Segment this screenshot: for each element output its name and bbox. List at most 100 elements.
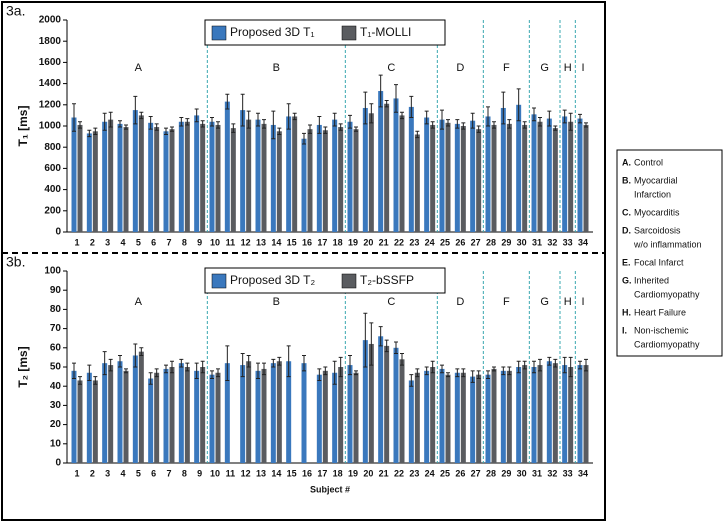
bar [460,126,466,232]
group-label: H [564,296,572,308]
bar [414,134,420,232]
key-text: Infarction [634,189,671,199]
x-tick-label: 21 [379,468,389,478]
error-bar [308,124,312,134]
x-tick-label: 7 [166,237,171,247]
bar [562,116,568,232]
error-bar [302,132,306,145]
error-bar [139,347,144,356]
x-tick-label: 1 [74,468,79,478]
x-tick-label: 22 [394,237,404,247]
error-bar [87,364,92,381]
x-tick-label: 23 [409,468,419,478]
error-bar [532,107,536,122]
bar [522,365,528,463]
bar [215,124,221,232]
bar [537,365,543,463]
error-bar [286,345,291,378]
group-label: F [503,296,510,308]
error-bar [522,121,527,129]
error-bar [516,360,521,374]
y-tick-label: 50 [50,362,62,373]
bar [399,359,405,463]
error-bar [108,358,113,372]
bar [240,365,246,463]
bar [399,115,405,232]
bar [276,131,282,232]
key-letter: D. [622,225,631,235]
y-axis-title: T₂ [ms] [16,346,30,387]
error-bar [578,113,582,124]
x-tick-label: 16 [302,468,312,478]
error-bar [369,103,374,124]
bar [92,380,98,463]
bar [537,121,543,232]
x-tick-label: 22 [394,468,404,478]
x-tick-label: 18 [333,237,343,247]
y-tick-label: 0 [55,458,61,469]
bar [169,367,175,463]
error-bar [338,123,343,131]
bar [286,116,292,232]
error-bar [440,364,444,374]
error-bar [354,126,358,132]
bar [332,119,338,232]
bar [583,124,589,232]
error-bar [292,112,297,121]
bar [491,124,497,232]
group-label: H [564,62,572,74]
y-tick-label: 1400 [39,78,62,89]
error-bar [148,115,153,130]
error-bar [424,110,429,125]
bar [169,129,175,232]
bar [270,363,276,463]
x-tick-label: 26 [455,237,465,247]
x-tick-label: 9 [197,468,202,478]
x-tick-label: 33 [563,237,573,247]
error-bar [194,362,199,380]
x-tick-label: 21 [379,237,389,247]
panel-label: 3a. [6,3,25,19]
error-bar [93,376,98,385]
error-bar [118,120,122,128]
error-bar [446,372,450,378]
legend-swatch [341,25,357,41]
error-bar [240,93,245,127]
key-text: Heart Failure [634,307,686,317]
error-bar [492,366,496,372]
x-tick-label: 19 [348,468,358,478]
bar [102,121,108,232]
bar [531,367,537,463]
legend-swatch [211,25,227,41]
group-label: B [273,62,280,74]
bar [123,127,129,232]
bar [316,124,322,232]
x-tick-label: 24 [425,237,435,247]
x-tick-label: 8 [182,468,187,478]
x-tick-label: 17 [317,237,327,247]
x-tick-label: 10 [210,468,220,478]
bar [516,104,522,232]
bar [77,124,83,232]
bar [163,368,169,463]
x-tick-label: 23 [409,237,419,247]
bar [184,121,190,232]
key-letter: A. [622,157,631,167]
bar [132,355,138,463]
bar [224,101,230,233]
group-label: I [581,296,584,308]
error-bar [415,368,420,378]
error-bar [148,372,153,385]
error-bar [538,358,542,372]
error-bar [216,368,220,378]
bar [224,363,230,463]
error-bar [400,353,404,366]
x-tick-label: 29 [501,237,511,247]
bar [338,367,344,463]
bar [108,119,114,232]
error-bar [532,360,536,374]
error-bar [354,370,358,376]
bar [424,117,430,232]
bar [261,368,267,463]
error-bar [317,115,322,134]
